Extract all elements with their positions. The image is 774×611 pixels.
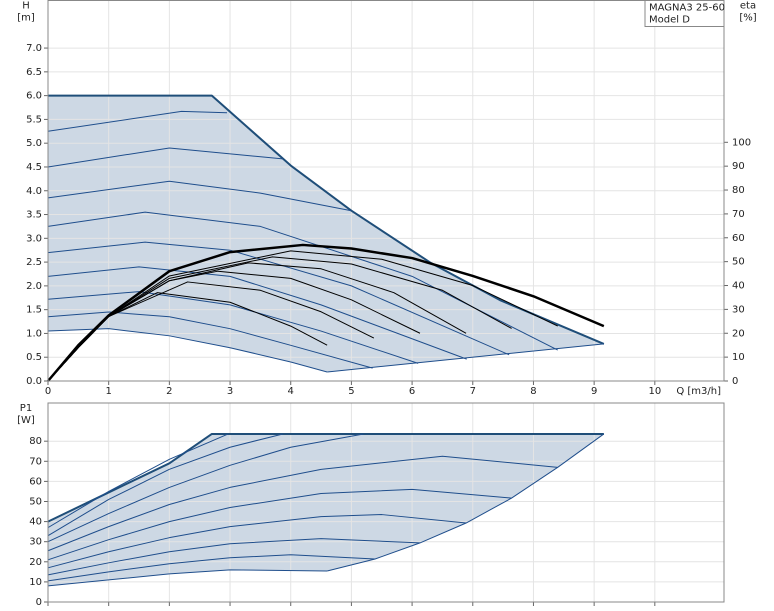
x-tick-label: 0: [45, 386, 51, 397]
curve: [47, 250, 558, 382]
y-tick-label: 2.0: [26, 281, 42, 292]
x-tick-label: 8: [530, 386, 536, 397]
x-tick-label: 7: [470, 386, 476, 397]
plot-frame: [47, 402, 725, 603]
x-tick-label: 4: [288, 386, 294, 397]
x-tick-label: 3: [227, 386, 233, 397]
y-axis-label: H: [22, 1, 30, 12]
y2-tick-label: 80: [732, 185, 745, 196]
y2-axis-label: eta: [740, 1, 756, 12]
info-text: Model D: [649, 15, 690, 26]
curve: [47, 266, 467, 360]
curve: [47, 311, 373, 369]
curve: [47, 147, 283, 168]
y-tick-label: 1.0: [26, 328, 42, 339]
x-axis-label: Q [m3/h]: [676, 386, 721, 397]
y2-tick-label: 90: [732, 161, 745, 172]
x-tick-label: 6: [409, 386, 415, 397]
y-tick-label: 5.5: [26, 114, 42, 125]
curve: [47, 455, 558, 552]
curve: [47, 433, 229, 529]
curve: [47, 241, 510, 356]
y-tick-label: 80: [29, 436, 42, 447]
y-tick-label: 6.5: [26, 67, 42, 78]
y2-tick-label: 100: [732, 137, 751, 148]
curve: [47, 569, 328, 587]
plot-frame: [47, 0, 725, 382]
y-tick-label: 0: [36, 597, 42, 608]
y-tick-label: 3.5: [26, 210, 42, 221]
y-tick-label: 7.0: [26, 43, 42, 54]
y-tick-label: 3.0: [26, 233, 42, 244]
y-tick-label: 10: [29, 577, 42, 588]
y-tick-label: 30: [29, 537, 42, 548]
y2-tick-label: 50: [732, 257, 745, 268]
x-tick-label: 9: [591, 386, 597, 397]
y-tick-label: 2.5: [26, 257, 42, 268]
curve: [47, 328, 328, 373]
y-axis-label: [W]: [17, 415, 35, 426]
curve: [47, 291, 419, 364]
operating-region: [48, 433, 604, 586]
curve: [327, 343, 604, 373]
curve: [47, 110, 228, 132]
curve: [47, 211, 558, 351]
y-tick-label: 60: [29, 476, 42, 487]
y-tick-label: 0.0: [26, 376, 42, 387]
x-tick-label: 2: [166, 386, 172, 397]
y-tick-label: 50: [29, 496, 42, 507]
y2-tick-label: 20: [732, 328, 745, 339]
y2-tick-label: 40: [732, 281, 745, 292]
curve: [47, 514, 467, 569]
curve: [47, 488, 512, 561]
y-tick-label: 70: [29, 456, 42, 467]
y-tick-label: 0.5: [26, 352, 42, 363]
info-box: [644, 0, 725, 27]
y-tick-label: 5.0: [26, 138, 42, 149]
curve: [47, 433, 283, 537]
y-axis-label: P1: [20, 403, 32, 414]
y-tick-label: 4.5: [26, 162, 42, 173]
y2-tick-label: 10: [732, 352, 745, 363]
x-tick-label: 10: [648, 386, 661, 397]
curve: [47, 554, 376, 582]
y-tick-label: 20: [29, 557, 42, 568]
y-tick-label: 1.5: [26, 305, 42, 316]
x-tick-label: 5: [348, 386, 354, 397]
info-text: MAGNA3 25-60: [649, 3, 725, 14]
curve: [47, 432, 604, 523]
y2-tick-label: 70: [732, 209, 745, 220]
x-tick-label: 1: [105, 386, 111, 397]
curve: [47, 180, 352, 212]
y-tick-label: 40: [29, 517, 42, 528]
y-tick-label: 4.0: [26, 186, 42, 197]
y2-tick-label: 30: [732, 304, 745, 315]
curve: [47, 433, 364, 543]
curve: [47, 538, 421, 576]
y-axis-label: [m]: [17, 13, 35, 24]
y2-axis-label: [%]: [739, 13, 756, 24]
y2-tick-label: 0: [732, 376, 738, 387]
y2-tick-label: 60: [732, 233, 745, 244]
y-tick-label: 6.0: [26, 91, 42, 102]
curve: [47, 243, 605, 382]
